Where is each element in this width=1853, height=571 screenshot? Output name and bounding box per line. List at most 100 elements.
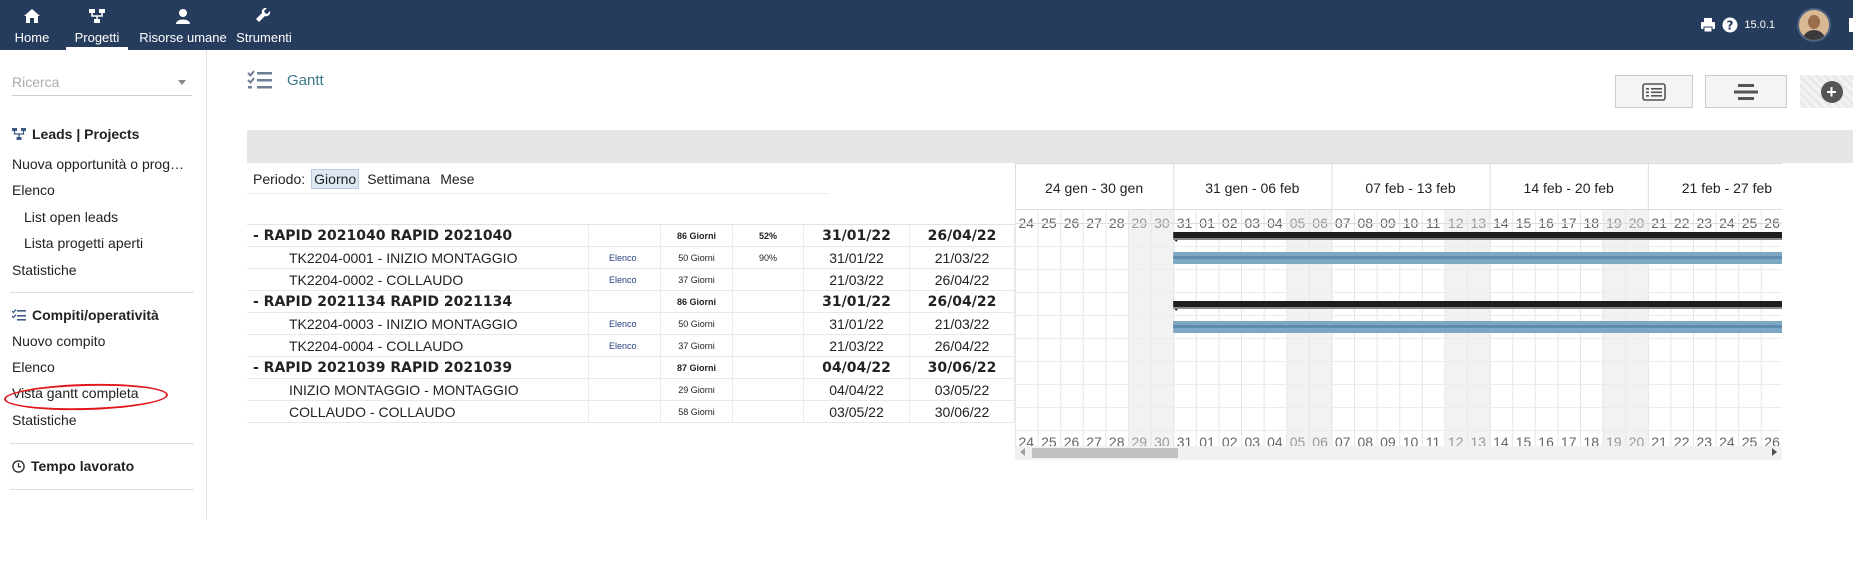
period-option-giorno[interactable]: Giorno <box>311 169 360 189</box>
task-progress <box>733 291 804 313</box>
user-menu-edge <box>1849 18 1853 32</box>
task-start-date: 21/03/22 <box>804 269 910 291</box>
task-row[interactable]: TK2204-0001 - INIZIO MONTAGGIO Elenco 50 G… <box>247 247 1015 269</box>
task-row[interactable]: - RAPID 2021040 RAPID 2021040 86 Giorni 52… <box>247 225 1015 247</box>
task-resource[interactable]: Elenco <box>589 247 661 269</box>
user-icon <box>175 4 191 28</box>
version-label: 15.0.1 <box>1744 19 1775 31</box>
task-name: TK2204-0003 - INIZIO MONTAGGIO <box>247 313 589 335</box>
sidebar-item-vista-gantt-completa[interactable]: Vista gantt completa <box>12 385 139 401</box>
period-option-mese[interactable]: Mese <box>440 171 475 187</box>
gantt-align-icon <box>1734 83 1758 100</box>
sidebar-item-lista-progetti-aperti[interactable]: Lista progetti aperti <box>24 235 144 251</box>
user-avatar[interactable] <box>1797 8 1831 42</box>
summary-bar-shadow <box>1173 238 1782 240</box>
period-divider <box>247 193 829 194</box>
task-duration: 86 Giorni <box>661 291 733 313</box>
task-row[interactable]: COLLAUDO - COLLAUDO 58 Giorni 03/05/22 30/0… <box>247 401 1015 423</box>
task-resource[interactable]: Elenco <box>589 269 661 291</box>
task-duration: 50 Giorni <box>661 313 733 335</box>
task-row[interactable]: TK2204-0002 - COLLAUDO Elenco 37 Giorni 21/… <box>247 269 1015 291</box>
wrench-icon <box>256 4 272 28</box>
sidebar-item-statistiche-leads[interactable]: Statistiche <box>12 262 77 278</box>
task-name: TK2204-0001 - INIZIO MONTAGGIO <box>247 247 589 269</box>
task-start-date: 04/04/22 <box>804 379 910 401</box>
gantt-svg: 24 gen - 30 gen 31 gen - 06 feb 07 feb - 1… <box>1015 163 1782 453</box>
add-button[interactable]: + <box>1800 75 1853 108</box>
task-resource <box>589 401 661 423</box>
search-input[interactable] <box>12 74 172 90</box>
section-leads-projects[interactable]: Leads | Projects <box>12 126 139 142</box>
task-end-date: 30/06/22 <box>910 401 1015 423</box>
scroll-left-icon[interactable] <box>1020 448 1025 456</box>
gantt-view-button[interactable] <box>1705 75 1787 108</box>
section-compiti[interactable]: Compiti/operatività <box>12 307 159 323</box>
task-duration: 29 Giorni <box>661 379 733 401</box>
summary-bar-shadow <box>1173 307 1782 309</box>
task-name: - RAPID 2021039 RAPID 2021039 <box>247 357 589 379</box>
section-leads-title: Leads | Projects <box>32 126 140 142</box>
task-start-date: 31/01/22 <box>804 247 910 269</box>
task-list-icon <box>247 70 273 90</box>
task-duration: 87 Giorni <box>661 357 733 379</box>
scroll-thumb[interactable] <box>1032 448 1178 458</box>
task-resource[interactable]: Elenco <box>589 313 661 335</box>
toolbar-band <box>247 130 1853 163</box>
svg-text:?: ? <box>1727 19 1734 33</box>
task-resource <box>589 225 661 247</box>
week-label: 31 gen - 06 feb <box>1205 180 1299 196</box>
task-name: TK2204-0002 - COLLAUDO <box>247 269 589 291</box>
task-resource <box>589 357 661 379</box>
sidebar-item-elenco-leads[interactable]: Elenco <box>12 182 55 198</box>
task-bar-progress <box>1173 256 1782 259</box>
task-end-date: 26/04/22 <box>910 291 1015 313</box>
task-name: - RAPID 2021134 RAPID 2021134 <box>247 291 589 313</box>
task-row[interactable]: - RAPID 2021039 RAPID 2021039 87 Giorni 04… <box>247 357 1015 379</box>
sidebar-item-list-open-leads[interactable]: List open leads <box>24 209 119 225</box>
task-start-date: 31/01/22 <box>804 313 910 335</box>
search-box[interactable] <box>12 74 192 96</box>
task-progress: 90% <box>733 247 804 269</box>
sidebar-item-statistiche-compiti[interactable]: Statistiche <box>12 412 77 428</box>
weekend-column <box>1128 209 1151 453</box>
top-right-tools: ? 15.0.1 <box>1700 0 1853 50</box>
chevron-down-icon[interactable] <box>178 80 186 85</box>
task-end-date: 26/04/22 <box>910 335 1015 357</box>
page-title-text: Gantt <box>287 71 324 89</box>
help-icon[interactable]: ? <box>1722 17 1738 33</box>
nav-home-label: Home <box>14 30 50 45</box>
period-option-settimana[interactable]: Settimana <box>367 171 431 187</box>
horizontal-scrollbar[interactable] <box>1015 446 1782 460</box>
sidebar-item-nuova-opportunita[interactable]: Nuova opportunità o prog… <box>12 156 184 172</box>
list-view-button[interactable] <box>1615 75 1693 108</box>
task-name: COLLAUDO - COLLAUDO <box>247 401 589 423</box>
sidebar-item-nuovo-compito[interactable]: Nuovo compito <box>12 333 106 349</box>
task-row[interactable]: INIZIO MONTAGGIO - MONTAGGIO 29 Giorni 04/… <box>247 379 1015 401</box>
sidebar-divider <box>10 443 194 444</box>
task-resource <box>589 379 661 401</box>
clock-icon <box>12 459 25 473</box>
task-duration: 86 Giorni <box>661 225 733 247</box>
task-name: - RAPID 2021040 RAPID 2021040 <box>247 225 589 247</box>
top-navigation-bar: Home Progetti Risorse umane Strumenti ? … <box>0 0 1853 50</box>
task-start-date: 03/05/22 <box>804 401 910 423</box>
task-row[interactable]: TK2204-0004 - COLLAUDO Elenco 37 Giorni 21/… <box>247 335 1015 357</box>
task-table: - RAPID 2021040 RAPID 2021040 86 Giorni 52… <box>247 224 1015 423</box>
task-row[interactable]: TK2204-0003 - INIZIO MONTAGGIO Elenco 50 G… <box>247 313 1015 335</box>
sidebar-item-elenco-compiti[interactable]: Elenco <box>12 359 55 375</box>
print-icon[interactable] <box>1700 17 1716 33</box>
nav-home[interactable]: Home <box>12 0 52 50</box>
period-label: Periodo: <box>253 171 306 187</box>
task-resource[interactable]: Elenco <box>589 335 661 357</box>
section-tempo-lavorato[interactable]: Tempo lavorato <box>12 458 134 474</box>
nav-strumenti[interactable]: Strumenti <box>235 0 293 50</box>
task-end-date: 26/04/22 <box>910 269 1015 291</box>
task-row[interactable]: - RAPID 2021134 RAPID 2021134 86 Giorni 31… <box>247 291 1015 313</box>
summary-bar <box>1173 301 1782 307</box>
nav-risorse-umane[interactable]: Risorse umane <box>136 0 230 50</box>
task-progress <box>733 269 804 291</box>
scroll-right-icon[interactable] <box>1772 448 1777 456</box>
task-name: TK2204-0004 - COLLAUDO <box>247 335 589 357</box>
nav-progetti[interactable]: Progetti <box>66 0 128 50</box>
task-duration: 58 Giorni <box>661 401 733 423</box>
